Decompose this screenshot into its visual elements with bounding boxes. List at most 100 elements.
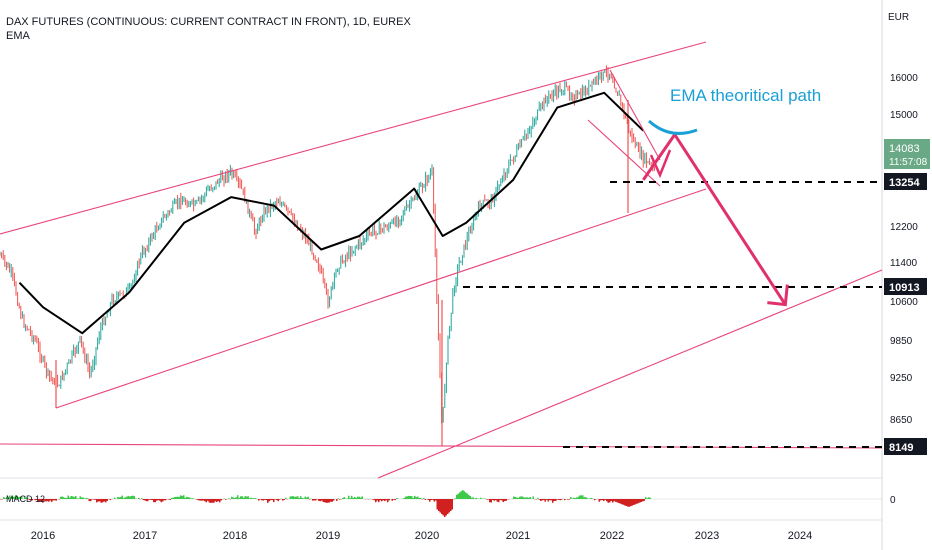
macd-bar (225, 499, 227, 500)
macd-bar (109, 499, 111, 500)
macd-bar (526, 497, 528, 499)
macd-bar (414, 495, 416, 499)
macd-bar (580, 495, 582, 499)
macd-bar (135, 498, 137, 499)
symbol-title[interactable]: DAX FUTURES (CONTINUOUS: CURRENT CONTRAC… (6, 16, 411, 28)
macd-bar (174, 497, 176, 499)
macd-bar (31, 499, 33, 501)
macd-bar (570, 496, 572, 499)
macd-bar (54, 499, 56, 501)
macd-bar (114, 497, 116, 499)
macd-bar (153, 499, 155, 503)
macd-bar (283, 499, 285, 500)
macd-bar (46, 499, 48, 502)
macd-bar (85, 497, 87, 499)
macd-bar (621, 499, 623, 505)
price-axis: EUR1600015000136001220011400106009850925… (884, 12, 930, 506)
macd-bar (214, 499, 216, 502)
macd-bar (315, 499, 317, 501)
macd-bar (573, 497, 575, 499)
wedge-lower-line (587, 119, 661, 187)
macd-bar (642, 499, 644, 502)
macd-bar (244, 496, 246, 499)
price-tick-label: 9850 (890, 336, 913, 347)
macd-bar (412, 497, 414, 499)
macd-bar (264, 499, 266, 500)
macd-bar (97, 499, 99, 502)
macd-bar (582, 495, 584, 499)
macd-bar (96, 499, 98, 503)
macd-bar (441, 499, 443, 514)
level-13254-label: 13254 (889, 177, 920, 189)
macd-bar (513, 496, 515, 499)
macd-bar (24, 496, 26, 499)
macd-bar (598, 499, 600, 502)
macd-bar (51, 499, 53, 502)
candles-layer (0, 65, 655, 446)
macd-bar (190, 498, 192, 499)
macd-bar (306, 497, 308, 499)
price-tick-label: 11400 (890, 258, 918, 269)
macd-bar (432, 499, 434, 500)
macd-bar (168, 499, 170, 500)
macd-bar (9, 495, 11, 499)
macd-bar (396, 498, 398, 499)
macd-bar (162, 499, 164, 502)
macd-bar (649, 497, 651, 499)
macd-bar (171, 497, 173, 499)
macd-bar (178, 496, 180, 499)
macd-bar (69, 497, 71, 499)
macd-bar (337, 498, 339, 499)
macd-bar (246, 496, 248, 499)
macd-bar (271, 499, 273, 501)
macd-bar (18, 497, 20, 499)
macd-bar (439, 499, 441, 513)
price-tick-label: 16000 (890, 73, 918, 84)
macd-bar (525, 497, 527, 499)
macd-bar (385, 499, 387, 501)
macd-bar (40, 499, 42, 501)
macd-bar (181, 495, 183, 499)
channel-middle-line (55, 188, 707, 409)
macd-bar (100, 499, 102, 503)
macd-bar (211, 499, 213, 503)
macd-bar (606, 499, 608, 502)
macd-bar (172, 497, 174, 499)
macd-bar (576, 497, 578, 499)
macd-bar (358, 496, 360, 499)
macd-bar (216, 499, 218, 502)
macd-bar (277, 499, 279, 502)
indicator-legend-ema[interactable]: EMA (6, 30, 30, 42)
macd-bar (183, 495, 185, 499)
macd-bar (231, 496, 233, 499)
macd-bar (25, 497, 27, 499)
macd-bar (249, 498, 251, 499)
macd-bar (609, 499, 611, 503)
macd-bar (391, 499, 393, 501)
macd-bar (493, 499, 495, 501)
macd-bar (394, 499, 396, 501)
macd-bar (321, 499, 323, 501)
macd-bar (373, 499, 375, 501)
macd-bar (289, 496, 291, 499)
macd-bar (238, 497, 240, 499)
macd-bar (319, 499, 321, 502)
macd-bar (586, 498, 588, 499)
macd-bar (15, 495, 17, 499)
macd-bar (258, 499, 260, 501)
macd-bar (294, 496, 296, 499)
macd-bar (540, 499, 542, 501)
macd-bar (252, 498, 254, 499)
macd-bar (151, 499, 153, 500)
time-axis: 2016 2017 2018 2019 2020 2021 2022 2023 2024 (31, 530, 812, 542)
macd-bar (378, 499, 380, 503)
macd-bar (303, 498, 305, 499)
level-10913-label: 10913 (889, 282, 920, 294)
macd-bar (624, 499, 626, 506)
macd-bar (73, 497, 75, 499)
macd-bar (474, 498, 476, 499)
macd-bar (604, 499, 606, 500)
macd-bar (307, 496, 309, 499)
